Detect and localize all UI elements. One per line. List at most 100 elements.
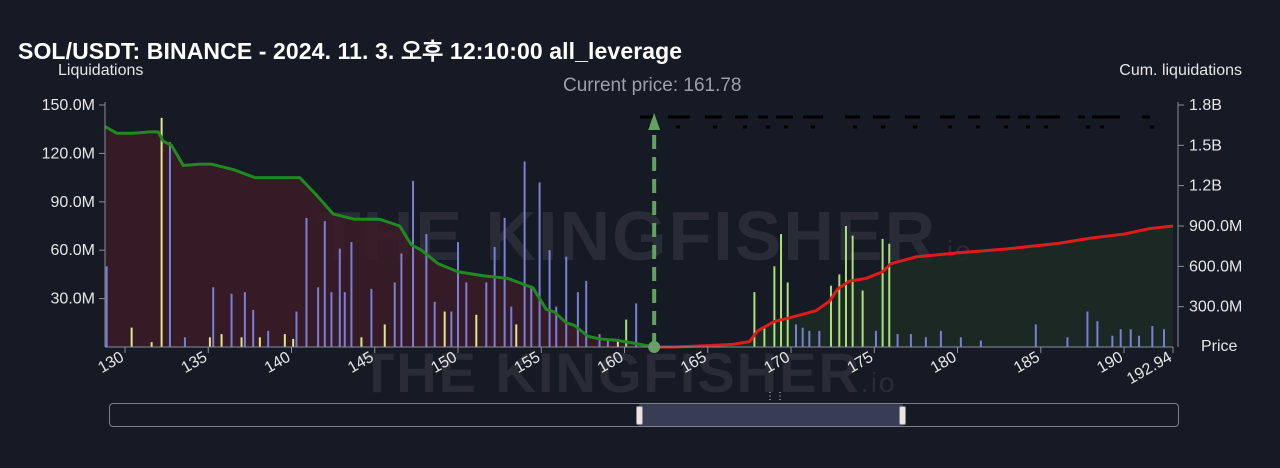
liquidation-bar xyxy=(1096,321,1099,347)
liquidation-bar xyxy=(465,282,468,347)
liquidation-bar xyxy=(576,292,579,347)
liquidation-bar xyxy=(538,182,541,347)
y-tick-label: 150.0M xyxy=(42,97,95,114)
liquidation-bar xyxy=(1066,337,1069,347)
watermark-text-lower: THE KINGFISHER xyxy=(360,341,861,404)
liquidation-bar xyxy=(183,337,186,347)
liquidation-bar xyxy=(1129,329,1132,347)
x-tick-label: 160 xyxy=(595,349,627,377)
liquidation-bar xyxy=(160,117,163,347)
liquidation-bar xyxy=(786,282,789,347)
liquidation-bar xyxy=(150,342,153,347)
liquidation-bar xyxy=(292,338,295,347)
y2-tick-label: 1.8B xyxy=(1189,97,1222,114)
long-cum-area xyxy=(105,126,655,347)
liquidation-bar xyxy=(330,292,333,347)
liquidation-bar xyxy=(220,334,223,347)
zoom-slider[interactable]: ⋮⋮ xyxy=(109,392,1179,427)
liquidation-bar xyxy=(530,285,533,347)
short-cum-line xyxy=(654,224,1174,349)
short-cum-area xyxy=(654,226,1173,347)
liquidation-bar xyxy=(433,301,436,347)
liquidation-bar xyxy=(323,221,326,347)
liquidation-bar xyxy=(881,238,884,347)
liquidation-bar xyxy=(829,285,832,347)
liquidation-bar xyxy=(606,340,609,347)
y2-tick-label: 900.0M xyxy=(1189,218,1242,235)
liquidation-bar xyxy=(383,324,386,347)
y2-tick-label: 300.0M xyxy=(1189,299,1242,316)
liquidation-bar xyxy=(515,324,518,347)
liquidation-bar xyxy=(493,246,496,347)
liquidation-bar xyxy=(844,226,847,347)
y-tick-label: 30.0M xyxy=(51,291,95,308)
liquidation-bar xyxy=(338,248,341,347)
y-tick-label: 60.0M xyxy=(51,242,95,259)
liquidation-bar xyxy=(208,337,211,347)
x-tick-label: 165 xyxy=(678,349,710,377)
chart-title: SOL/USDT: BINANCE - 2024. 11. 3. 오후 12:1… xyxy=(18,38,683,64)
liquidation-bar xyxy=(1119,329,1122,347)
liquidation-bar xyxy=(763,327,766,347)
liquidation-bar xyxy=(130,327,133,347)
liquidation-bar xyxy=(753,292,756,347)
x-tick-label: 175 xyxy=(845,349,877,377)
liquidation-bar xyxy=(443,311,446,347)
liquidation-bar xyxy=(874,330,877,347)
zoom-handle-right[interactable] xyxy=(899,406,906,425)
liquidation-bar xyxy=(838,274,841,347)
liquidation-bar xyxy=(780,234,783,347)
liquidation-bar xyxy=(548,250,551,347)
liquidation-bar xyxy=(370,288,373,347)
liquidation-bar xyxy=(510,306,513,347)
liquidation-bar xyxy=(258,337,261,347)
y-tick-label: 120.0M xyxy=(42,145,95,162)
liquidation-bar xyxy=(939,330,942,347)
price-axis-label: Price xyxy=(1201,338,1238,355)
liquidation-bar xyxy=(360,337,363,347)
liquidation-bar xyxy=(283,334,286,347)
liquidation-bar xyxy=(555,306,558,347)
y2-tick-label: 1.5B xyxy=(1189,137,1222,154)
liquidation-bar xyxy=(635,303,638,347)
x-tick-label: 155 xyxy=(512,349,544,377)
liquidation-bar xyxy=(485,282,488,347)
y2-tick-label: 1.2B xyxy=(1189,178,1222,195)
x-tick-label: 190 xyxy=(1094,349,1126,377)
liquidation-bar xyxy=(808,330,811,347)
liquidation-bar xyxy=(212,287,215,347)
liquidation-bar xyxy=(457,242,460,347)
left-axis-title: Liquidations xyxy=(58,62,144,79)
liquidation-bar xyxy=(105,266,108,347)
liquidation-bar xyxy=(818,330,821,347)
liquidation-bar xyxy=(625,319,628,347)
zoom-grip-icon[interactable]: ⋮⋮ xyxy=(765,391,785,402)
liquidation-bar xyxy=(896,334,899,347)
liquidation-bar xyxy=(230,293,233,347)
liquidation-bar xyxy=(851,235,854,347)
current-price-arrow xyxy=(648,113,661,130)
liquidation-bar xyxy=(1163,329,1166,347)
zoom-handle-left[interactable] xyxy=(636,406,643,425)
zoom-window[interactable] xyxy=(636,404,906,426)
liquidation-bar xyxy=(1086,311,1089,347)
liquidation-bar xyxy=(979,340,982,347)
liquidation-bar xyxy=(393,282,396,347)
liquidation-bar xyxy=(350,242,353,347)
watermark-logo-lower: THE KINGFISHER.io xyxy=(360,340,897,405)
liquidation-bar xyxy=(475,314,478,347)
liquidation-bar xyxy=(295,311,298,347)
liquidation-bar xyxy=(252,309,255,347)
liquidation-bar xyxy=(503,217,506,347)
x-tick-label: 135 xyxy=(179,349,211,377)
liquidation-bar xyxy=(1151,326,1154,347)
liquidation-bar xyxy=(243,292,246,347)
liquidation-bar xyxy=(616,338,619,347)
x-tick-label: 170 xyxy=(761,349,793,377)
x-tick-label: 130 xyxy=(95,349,127,377)
liquidation-bar xyxy=(400,253,403,347)
liquidation-bar xyxy=(924,337,927,347)
liquidation-bar xyxy=(523,161,526,347)
liquidation-bar xyxy=(773,266,776,347)
